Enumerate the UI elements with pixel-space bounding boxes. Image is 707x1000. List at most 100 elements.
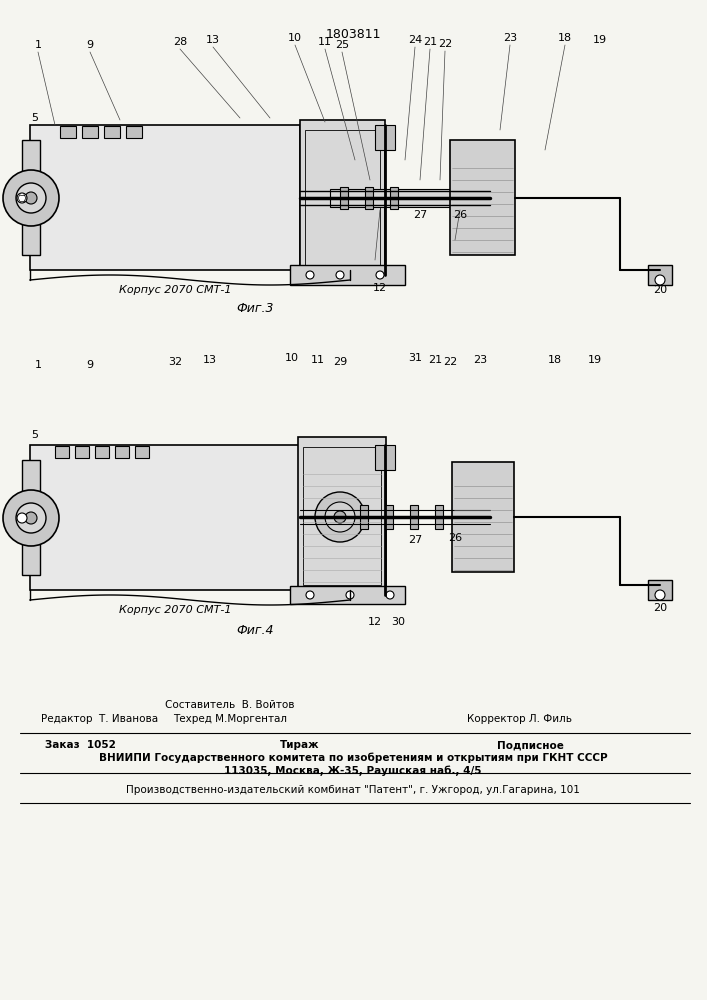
Bar: [82, 126, 98, 138]
Text: 22: 22: [438, 39, 452, 49]
Circle shape: [25, 192, 37, 204]
Bar: [22, 460, 40, 575]
Text: 31: 31: [408, 353, 422, 363]
Circle shape: [306, 591, 314, 599]
Bar: [435, 505, 443, 529]
Bar: [303, 447, 381, 585]
Text: 13: 13: [206, 35, 220, 45]
Circle shape: [655, 275, 665, 285]
Circle shape: [306, 271, 314, 279]
Text: 19: 19: [588, 355, 602, 365]
Text: Фиг.4: Фиг.4: [236, 624, 274, 637]
Bar: [290, 586, 405, 604]
Circle shape: [386, 591, 394, 599]
Bar: [30, 125, 300, 270]
Text: 12: 12: [373, 283, 387, 293]
Text: 12: 12: [368, 617, 382, 627]
Circle shape: [16, 503, 46, 533]
Text: 1803811: 1803811: [325, 28, 381, 41]
Text: 22: 22: [443, 357, 457, 367]
Bar: [290, 265, 405, 285]
Bar: [300, 120, 385, 275]
Bar: [385, 505, 393, 529]
Text: Фиг.3: Фиг.3: [236, 302, 274, 314]
Text: 18: 18: [548, 355, 562, 365]
Text: Тираж: Тираж: [280, 740, 320, 750]
Text: 21: 21: [423, 37, 437, 47]
Text: Техред М.Моргентал: Техред М.Моргентал: [173, 714, 287, 724]
Bar: [330, 189, 470, 207]
Text: 11: 11: [318, 37, 332, 47]
Circle shape: [3, 170, 59, 226]
Text: 10: 10: [288, 33, 302, 43]
Text: 23: 23: [503, 33, 517, 43]
Text: 1: 1: [35, 40, 42, 50]
Text: 25: 25: [335, 40, 349, 50]
Bar: [375, 445, 395, 470]
Bar: [95, 446, 109, 458]
Text: 21: 21: [428, 355, 442, 365]
Bar: [410, 505, 418, 529]
Text: Составитель  В. Войтов: Составитель В. Войтов: [165, 700, 295, 710]
Text: 24: 24: [408, 35, 422, 45]
Text: 32: 32: [168, 357, 182, 367]
Text: Производственно-издательский комбинат "Патент", г. Ужгород, ул.Гагарина, 101: Производственно-издательский комбинат "П…: [126, 785, 580, 795]
Bar: [305, 130, 380, 265]
Text: Корпус 2070 СМТ-1: Корпус 2070 СМТ-1: [119, 285, 231, 295]
Bar: [298, 437, 386, 595]
Bar: [135, 446, 149, 458]
Text: 26: 26: [453, 210, 467, 220]
Circle shape: [3, 490, 59, 546]
Bar: [126, 126, 142, 138]
Bar: [22, 140, 40, 255]
Text: Заказ  1052: Заказ 1052: [45, 740, 115, 750]
Bar: [60, 126, 76, 138]
Bar: [340, 187, 348, 209]
Bar: [648, 580, 672, 600]
Text: 10: 10: [285, 353, 299, 363]
Text: 19: 19: [593, 35, 607, 45]
Text: 30: 30: [391, 617, 405, 627]
Text: Корпус 2070 СМТ-1: Корпус 2070 СМТ-1: [119, 605, 231, 615]
Circle shape: [655, 590, 665, 600]
Bar: [390, 187, 398, 209]
Text: 28: 28: [173, 37, 187, 47]
Text: 29: 29: [333, 357, 347, 367]
Text: 5: 5: [32, 430, 38, 440]
Text: ВНИИПИ Государственного комитета по изобретениям и открытиям при ГКНТ СССР: ВНИИПИ Государственного комитета по изоб…: [99, 753, 607, 763]
Circle shape: [17, 513, 27, 523]
Text: 27: 27: [408, 535, 422, 545]
Circle shape: [17, 193, 27, 203]
Circle shape: [346, 591, 354, 599]
Bar: [648, 265, 672, 285]
Circle shape: [376, 271, 384, 279]
Text: Корректор Л. Филь: Корректор Л. Филь: [467, 714, 573, 724]
Text: 23: 23: [473, 355, 487, 365]
Bar: [115, 446, 129, 458]
Circle shape: [334, 511, 346, 523]
Circle shape: [315, 492, 365, 542]
Bar: [450, 140, 515, 255]
Bar: [75, 446, 89, 458]
Circle shape: [25, 512, 37, 524]
Circle shape: [16, 183, 46, 213]
Text: Редактор  Т. Иванова: Редактор Т. Иванова: [42, 714, 158, 724]
Circle shape: [336, 271, 344, 279]
Bar: [452, 462, 514, 572]
Bar: [55, 446, 69, 458]
Text: 27: 27: [413, 210, 427, 220]
Bar: [360, 505, 368, 529]
Text: 11: 11: [311, 355, 325, 365]
Circle shape: [325, 502, 355, 532]
Text: 13: 13: [203, 355, 217, 365]
Text: 113035, Москва, Ж-35, Раушская наб., 4/5: 113035, Москва, Ж-35, Раушская наб., 4/5: [224, 766, 481, 776]
Bar: [30, 445, 300, 590]
Text: 5: 5: [32, 113, 38, 123]
Text: 26: 26: [448, 533, 462, 543]
Bar: [375, 125, 395, 150]
Text: Подписное: Подписное: [496, 740, 563, 750]
Text: 9: 9: [86, 40, 93, 50]
Bar: [104, 126, 120, 138]
Text: 1: 1: [35, 360, 42, 370]
Text: 20: 20: [653, 285, 667, 295]
